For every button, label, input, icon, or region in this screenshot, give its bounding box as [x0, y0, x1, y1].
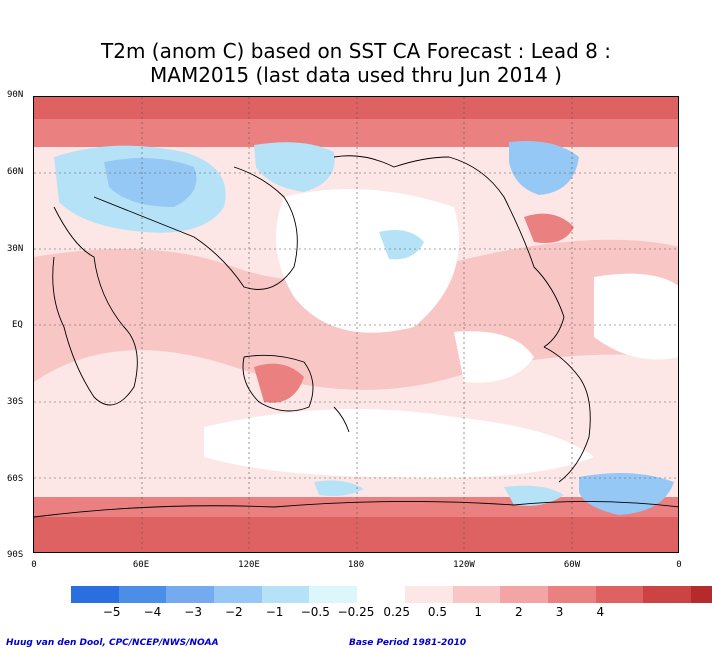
colorbar-label: −1: [265, 605, 284, 619]
antarctic-strong-band: [34, 517, 678, 552]
colorbar-label: −4: [143, 605, 162, 619]
map-title-line2: MAM2015 (last data used thru Jun 2014 ): [150, 63, 562, 87]
colorbar-label: −0.25: [337, 605, 375, 619]
lon-label-60e: 60E: [132, 560, 150, 570]
lon-label-0-right: 0: [676, 560, 682, 570]
colorbar-label: 4: [596, 605, 605, 619]
colorbar-label: −0.5: [300, 605, 330, 619]
colorbar-swatch: [214, 586, 262, 603]
arctic-strong-band: [34, 97, 678, 119]
colorbar-swatch: [500, 586, 548, 603]
colorbar-label: −2: [224, 605, 243, 619]
colorbar-swatch: [643, 586, 691, 603]
ross-sea-cold-patch: [314, 480, 364, 497]
coastlines: [34, 155, 678, 518]
anomaly-map: [33, 96, 679, 553]
bellingshausen-cold-patch: [504, 485, 564, 506]
lon-label-180: 180: [347, 560, 365, 570]
map-title-line1: T2m (anom C) based on SST CA Forecast : …: [101, 39, 611, 63]
colorbar-label: −5: [102, 605, 121, 619]
lat-label-30n: 30N: [7, 244, 24, 254]
footer-base-period: Base Period 1981-2010: [349, 638, 467, 648]
pacific-cold-patch: [379, 229, 424, 260]
lat-label-60n: 60N: [7, 167, 24, 177]
colorbar-swatch: [595, 586, 644, 603]
australia-warm-core: [254, 363, 304, 403]
lon-label-60w: 60W: [563, 560, 581, 570]
east-pacific-neutral: [454, 331, 534, 383]
colorbar-swatch: [118, 586, 167, 603]
north-pacific-neutral: [276, 189, 459, 333]
colorbar-swatch: [357, 586, 405, 603]
footer-credit: Huug van den Dool, CPC/NCEP/NWS/NOAA: [6, 638, 219, 648]
hudson-bay-cold-region: [509, 141, 579, 195]
north-atlantic-neutral: [594, 273, 678, 360]
lat-label-90s: 90S: [7, 550, 24, 560]
lat-label-90n: 90N: [7, 90, 24, 100]
lat-label-60s: 60S: [7, 474, 24, 484]
colorbar-swatch: [690, 586, 712, 603]
colorbar-swatch: [452, 586, 501, 603]
colorbar-label: 2: [515, 605, 523, 619]
lat-label-eq: EQ: [12, 320, 23, 330]
colorbar-swatch: [71, 586, 119, 603]
colorbar: [71, 586, 712, 603]
lon-label-120w: 120W: [453, 560, 475, 570]
colorbar-label: 1: [474, 605, 482, 619]
south-pacific-neutral: [204, 409, 594, 478]
east-siberia-cold-region: [254, 142, 335, 192]
colorbar-label: 0.5: [427, 605, 447, 619]
colorbar-label: 3: [555, 605, 564, 619]
anomaly-map-canvas: [34, 97, 678, 552]
colorbar-swatch: [166, 586, 215, 603]
north-america-warm-core: [524, 213, 574, 243]
siberia-cold-core: [104, 158, 197, 207]
colorbar-label: 0.25: [383, 605, 411, 619]
lat-label-30s: 30S: [7, 397, 24, 407]
colorbar-label: −3: [184, 605, 202, 619]
colorbar-swatch: [547, 586, 596, 603]
lon-label-0-left: 0: [31, 560, 37, 570]
lon-label-120e: 120E: [238, 560, 260, 570]
colorbar-swatch: [261, 586, 310, 603]
colorbar-swatch: [404, 586, 453, 603]
colorbar-swatch: [309, 586, 358, 603]
